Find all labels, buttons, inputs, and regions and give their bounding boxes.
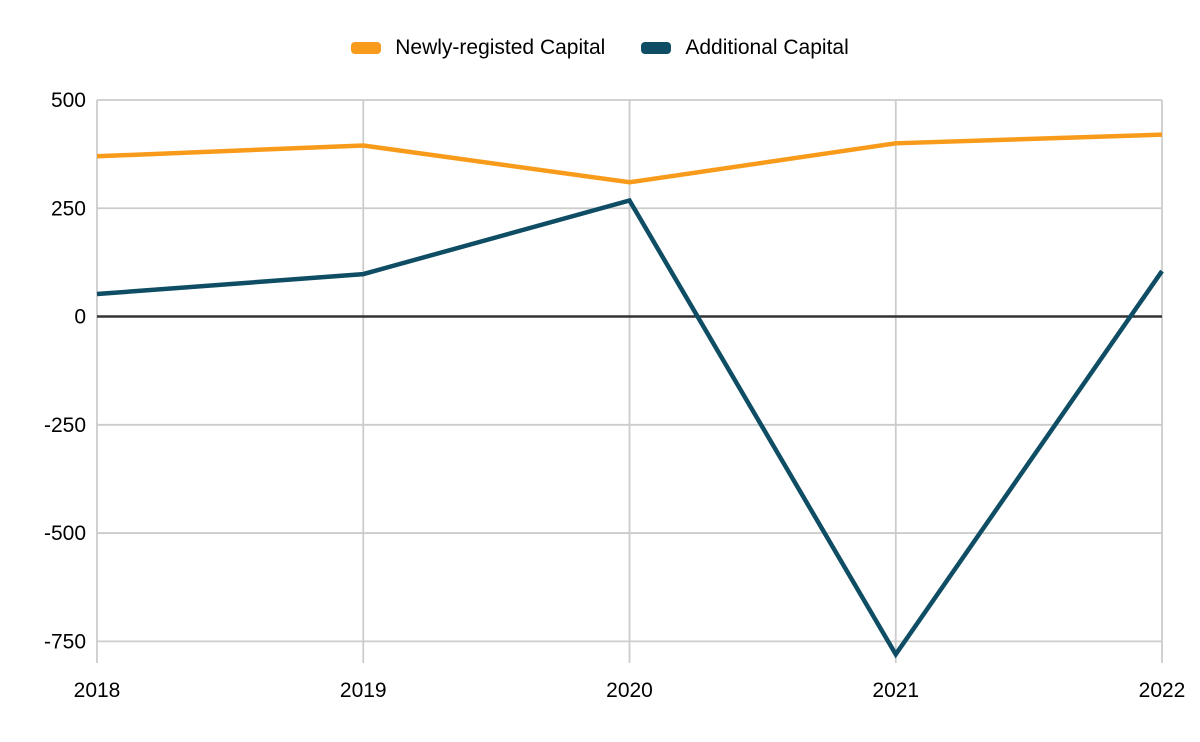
y-tick-label: -750: [44, 630, 86, 653]
y-tick-label: -250: [44, 414, 86, 437]
legend-item-newly-registed-capital: Newly-registed Capital: [351, 36, 605, 60]
x-tick-label: 2020: [606, 679, 653, 702]
legend-label-additional-capital: Additional Capital: [685, 36, 849, 59]
series-line-newly-registed-capital: [96, 132, 1163, 185]
legend-swatch-additional-capital-icon: [641, 42, 672, 54]
x-tick-label: 2019: [340, 679, 387, 702]
y-tick-label: 0: [74, 306, 86, 329]
legend-item-additional-capital: Additional Capital: [641, 36, 849, 60]
y-tick-label: 250: [51, 197, 86, 220]
y-tick-label: 500: [51, 89, 86, 112]
legend-swatch-newly-registed-capital-icon: [351, 42, 382, 54]
legend-label-newly-registed-capital: Newly-registed Capital: [395, 36, 606, 59]
series-line-additional-capital: [96, 197, 1164, 659]
chart-legend: Newly-registed Capital Additional Capita…: [0, 36, 1200, 60]
x-tick-label: 2018: [74, 679, 121, 702]
x-tick-label: 2022: [1139, 679, 1186, 702]
y-tick-label: -500: [44, 522, 86, 545]
x-tick-label: 2021: [872, 679, 919, 702]
